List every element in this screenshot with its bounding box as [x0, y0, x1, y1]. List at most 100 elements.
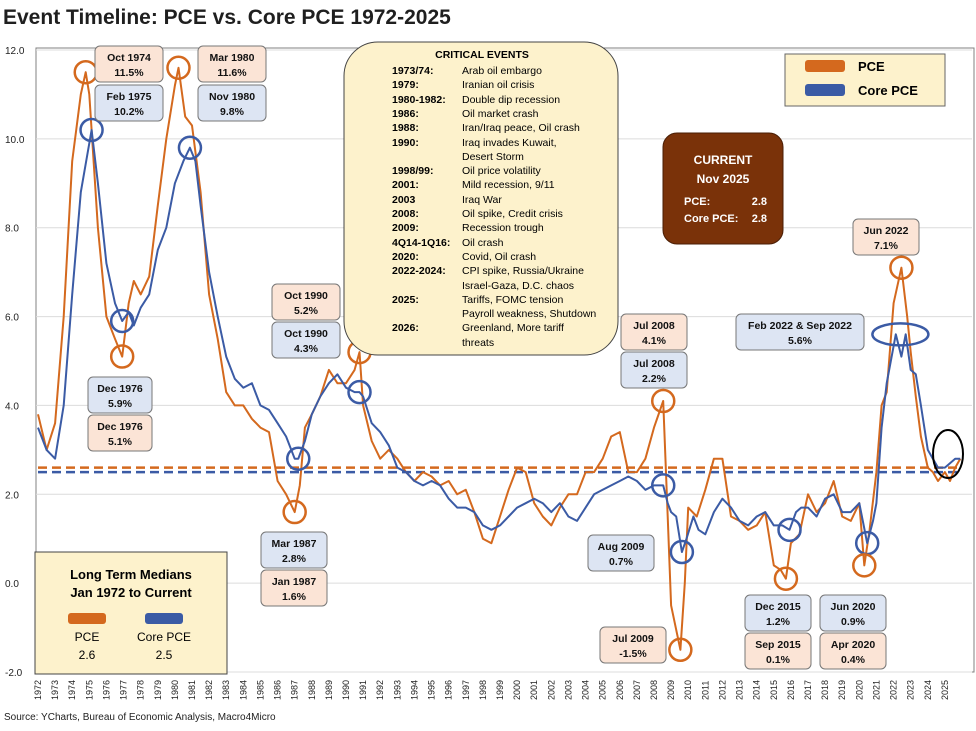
highlight-circle-core [79, 117, 104, 143]
highlight-circle-pce [282, 499, 307, 525]
x-tick-label: 2023 [906, 680, 916, 700]
callout-box [744, 594, 812, 632]
x-tick-label: 1978 [136, 680, 146, 700]
callout-box [735, 313, 865, 351]
x-tick-label: 2009 [666, 680, 676, 700]
highlight-circle-core [286, 446, 311, 471]
callout-date: Oct 1974 [107, 52, 151, 64]
callout-box [620, 313, 688, 351]
callout-date: Jun 2020 [831, 601, 876, 613]
medians-swatch-core [145, 613, 183, 624]
callout-date: Apr 2020 [831, 639, 876, 651]
x-tick-label: 2015 [769, 680, 779, 700]
event-text: Greenland, More tariff [462, 322, 564, 335]
event-year: 1979: [392, 79, 419, 92]
callout-core: Feb 1975 10.2% [94, 84, 164, 122]
current-core-label: Core PCE: [684, 213, 738, 225]
callout-core: Jul 2008 2.2% [620, 351, 688, 389]
callout-box [587, 534, 655, 572]
event-year: 1986: [392, 107, 419, 120]
event-text: Mild recession, 9/11 [462, 179, 555, 192]
callout-value: 5.1% [108, 436, 133, 448]
event-year: 1998/99: [392, 165, 434, 178]
callout-box [744, 632, 812, 670]
callout-date: Sep 2015 [755, 639, 801, 651]
highlight-circle-pce [650, 388, 676, 414]
callout-value: 11.6% [217, 67, 247, 79]
y-tick-label: -2.0 [5, 668, 23, 679]
callout-box [271, 321, 341, 359]
x-tick-label: 1985 [255, 680, 265, 700]
medians-core-label: Core PCE [137, 630, 191, 644]
axis-layer: 12.0 10.0 8.0 6.0 4.0 2.0 0.0 -2.0 1972 1973 1974 1… [5, 46, 950, 700]
callout-value: 0.9% [841, 616, 866, 628]
highlight-circle-pce [889, 255, 914, 280]
x-tick-label: 2002 [546, 680, 556, 700]
callout-date: Jun 2022 [864, 225, 909, 237]
latest-value-marker [932, 429, 964, 479]
event-year: 2001: [392, 179, 419, 192]
current-core-value: 2.8 [752, 213, 767, 225]
event-text: Payroll weakness, Shutdown [462, 308, 597, 321]
callout-box [94, 84, 164, 122]
x-tick-label: 2010 [683, 680, 693, 700]
callout-date: Nov 1980 [209, 91, 255, 103]
event-text: Oil price volatility [462, 165, 541, 178]
x-tick-label: 2000 [512, 680, 522, 700]
callout-value: 0.4% [841, 654, 866, 666]
medians-core-value: 2.5 [156, 648, 173, 662]
x-tick-label: 2008 [649, 680, 659, 700]
highlight-circle-core [347, 379, 372, 405]
medians-pce-value: 2.6 [79, 648, 96, 662]
highlight-circle-pce [166, 55, 191, 81]
current-date: Nov 2025 [697, 172, 750, 186]
event-text: Iraq invades Kuwait, [462, 136, 557, 149]
event-text: Oil spike, Credit crisis [462, 208, 563, 220]
event-text: Tariffs, FOMC tension [462, 293, 564, 306]
current-box: CURRENT Nov 2025 PCE: 2.8 Core PCE: 2.8 [662, 132, 784, 245]
highlight-circle-core [669, 539, 695, 565]
event-year: 2008: [392, 208, 419, 220]
event-year: 2020: [392, 250, 419, 263]
x-tick-label: 1988 [307, 680, 317, 700]
event-year: 1973/74: [392, 65, 434, 77]
callout-pce: Jan 1987 1.6% [260, 569, 328, 607]
callout-box [260, 569, 328, 607]
x-tick-label: 2014 [752, 680, 762, 700]
medians-pce-label: PCE [75, 630, 100, 644]
x-tick-label: 1989 [324, 680, 334, 700]
callout-value: 4.3% [294, 343, 319, 355]
callout-pce: Dec 1976 5.1% [87, 414, 153, 452]
event-year: 1988: [392, 122, 419, 135]
callout-date: Jul 2008 [633, 358, 675, 370]
callout-value: 0.1% [766, 654, 791, 666]
legend-swatch-core [805, 84, 845, 96]
x-tick-label: 2012 [717, 680, 727, 700]
callout-date: Jul 2009 [612, 633, 654, 645]
callout-box [260, 531, 328, 569]
x-tick-label: 1997 [461, 680, 471, 700]
median-layer [38, 466, 962, 474]
callout-core: Oct 1990 4.3% [271, 321, 341, 359]
event-year: 2003 [392, 193, 416, 206]
event-text: Iraq War [462, 193, 502, 206]
callout-pce: Jun 2022 7.1% [852, 218, 920, 256]
x-tick-label: 2018 [820, 680, 830, 700]
callout-box [197, 45, 267, 83]
event-text: Oil market crash [462, 107, 539, 120]
legend-label-pce: PCE [858, 59, 885, 74]
medians-title-1: Long Term Medians [70, 567, 192, 582]
y-tick-label: 2.0 [5, 490, 19, 501]
x-tick-label: 2005 [598, 680, 608, 700]
callout-value: -1.5% [619, 648, 647, 660]
x-tick-label: 1996 [444, 680, 454, 700]
y-tick-label: 12.0 [5, 46, 25, 57]
x-tick-label: 2025 [940, 680, 950, 700]
x-tick-label: 2020 [854, 680, 864, 700]
legend: PCE Core PCE [784, 53, 946, 107]
event-text: Arab oil embargo [462, 65, 542, 77]
x-tick-label: 2021 [871, 680, 881, 700]
x-tick-label: 2006 [615, 680, 625, 700]
x-tick-label: 2004 [581, 680, 591, 700]
callout-date: Dec 1976 [97, 383, 143, 395]
